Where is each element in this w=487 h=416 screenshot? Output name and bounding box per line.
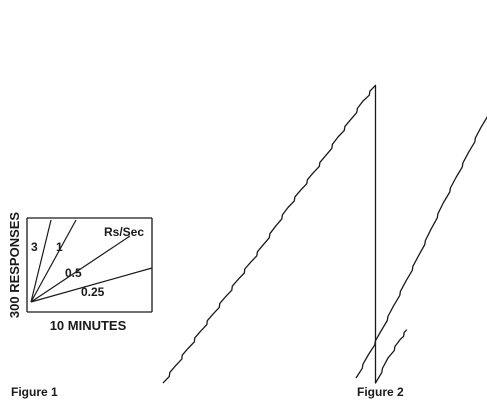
rate-line-3	[30, 219, 52, 303]
rate-label-1: 1	[56, 240, 63, 254]
cumulative-record-1	[162, 84, 408, 384]
x-axis-label: 10 MINUTES	[50, 318, 127, 333]
figure-1-caption: Figure 1	[11, 385, 58, 399]
rate-label-3: 3	[31, 240, 38, 254]
rate-line-0.25	[30, 267, 153, 303]
rate-line-1	[30, 219, 77, 303]
cumulative-record-2	[355, 114, 487, 379]
rate-line-0.5	[30, 235, 131, 303]
y-axis-label: 300 RESPONSES	[7, 212, 22, 319]
scale-legend: 3 1 0.5 0.25 Rs/Sec 300 RESPONSES 10 MIN…	[7, 212, 153, 333]
rate-units-label: Rs/Sec	[104, 225, 144, 239]
record-2-trace-series-0	[355, 114, 487, 379]
rate-label-0.5: 0.5	[65, 266, 82, 280]
figure-2-caption: Figure 2	[357, 385, 404, 399]
rate-label-0.25: 0.25	[81, 285, 105, 299]
record-1-trace-series-0	[162, 84, 408, 384]
